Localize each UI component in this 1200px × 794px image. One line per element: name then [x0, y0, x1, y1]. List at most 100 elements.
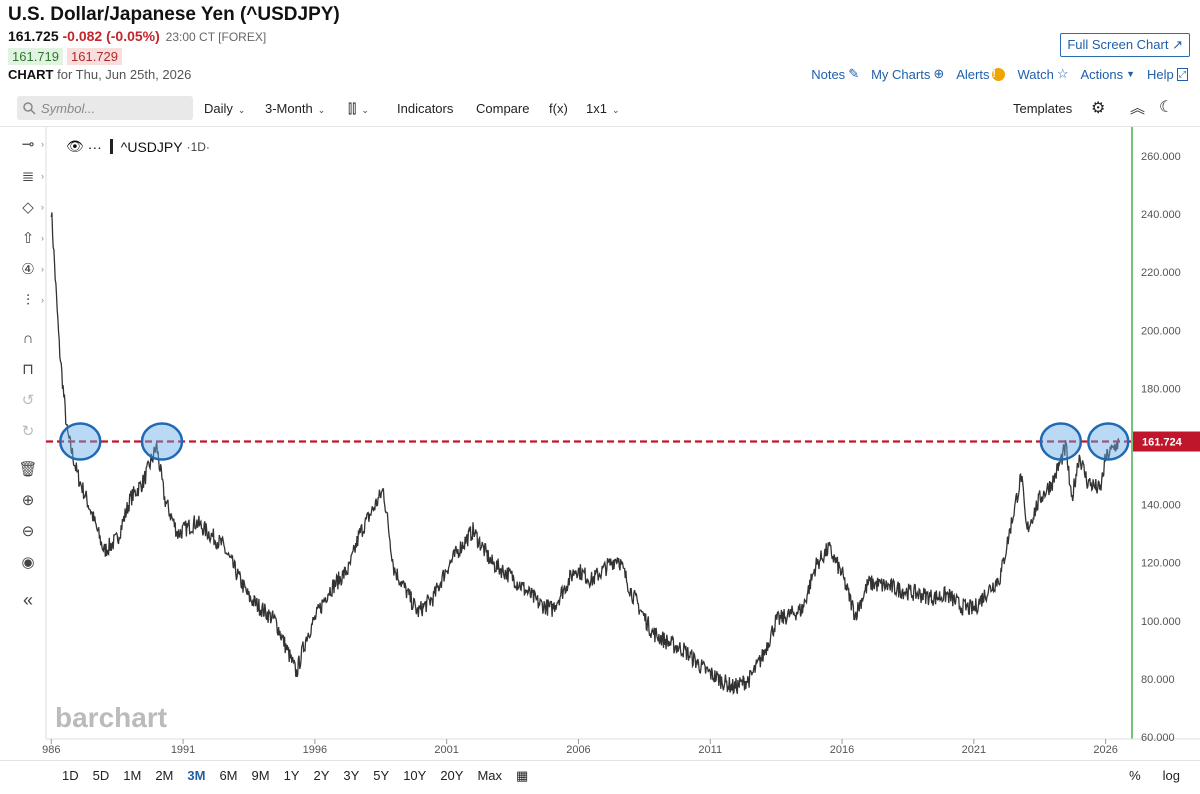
price-chart[interactable]: barchart 260.000 240.000 220.000 200.000 180.… — [0, 127, 1200, 760]
candlestick-icon: ⫿⫿ — [348, 101, 357, 116]
period-5d[interactable]: 5D — [92, 768, 110, 783]
layout-dropdown[interactable]: 1x1 ⌄ — [586, 101, 620, 116]
notes-link[interactable]: Notes ✎ — [811, 66, 859, 82]
arrow-tool-icon[interactable]: ⇧ › — [21, 230, 44, 247]
x-tick-label: 1996 — [303, 744, 327, 756]
x-tick-label: 2006 — [566, 744, 590, 756]
layout-label: 1x1 — [586, 101, 607, 116]
bottom-divider — [0, 760, 1200, 761]
trash-icon[interactable]: 🗑 — [18, 461, 38, 478]
magnet-icon[interactable]: ∩ — [22, 329, 34, 347]
range-dropdown[interactable]: 3-Month ⌄ — [265, 101, 325, 116]
period-9m[interactable]: 9M — [251, 768, 270, 783]
plus-circle-icon: ⊕ — [933, 66, 945, 81]
actions-menu[interactable]: Actions ▼ — [1080, 67, 1135, 82]
y-tick-label: 60.000 — [1141, 732, 1175, 744]
log-toggle[interactable]: log — [1162, 768, 1180, 783]
chevron-down-icon: ⌄ — [317, 105, 326, 115]
zoom-in-icon[interactable]: ⊕ — [21, 492, 35, 509]
period-1y[interactable]: 1Y — [283, 768, 300, 783]
moon-icon[interactable]: ☾ — [1159, 99, 1174, 116]
chart-type-dropdown[interactable]: ⫿⫿ ⌄ — [348, 101, 369, 117]
legend-interval: ·1D· — [186, 139, 210, 154]
range-label: 3-Month — [265, 101, 313, 116]
pattern-tool-icon[interactable]: ⫶ › — [26, 291, 44, 309]
y-tick-label: 240.000 — [1141, 209, 1181, 221]
top-links: Notes ✎ My Charts ⊕ Alerts! Watch ☆ Actions… — [811, 66, 1188, 82]
more-dots-icon[interactable]: ··· — [87, 138, 102, 155]
y-tick-label: 260.000 — [1141, 151, 1181, 163]
bid-ask: 161.719 161.729 — [8, 48, 122, 65]
period-1d[interactable]: 1D — [62, 768, 79, 783]
chevron-down-icon: ⌄ — [361, 105, 369, 115]
fibonacci-tool-icon[interactable]: ≣ › — [21, 168, 44, 185]
redo-icon[interactable]: ↻ — [21, 423, 35, 440]
period-max[interactable]: Max — [477, 768, 503, 783]
collapse-left-icon[interactable]: « — [22, 589, 33, 610]
function-button[interactable]: f(x) — [549, 101, 568, 116]
last-price: 161.725 — [8, 28, 59, 44]
highlight-circle — [140, 422, 184, 461]
highlight-circle — [1039, 422, 1083, 461]
period-6m[interactable]: 6M — [219, 768, 238, 783]
symbol-search-input[interactable]: Symbol... — [17, 96, 193, 120]
visibility-eye-icon[interactable]: 👁 — [66, 138, 84, 154]
indicators-button[interactable]: Indicators — [397, 101, 454, 116]
compare-button[interactable]: Compare — [476, 101, 530, 116]
highlight-circle — [1087, 422, 1130, 461]
chevron-up-icon[interactable]: ︽ — [1130, 100, 1146, 117]
y-tick-label: 140.000 — [1141, 500, 1181, 512]
external-arrow-icon: ↗ — [1172, 37, 1183, 52]
alerts-link[interactable]: Alerts! — [956, 67, 1006, 82]
eye-icon[interactable]: ◉ — [21, 554, 35, 571]
period-20y[interactable]: 20Y — [440, 768, 464, 783]
gear-icon[interactable]: ⚙ — [1091, 100, 1106, 117]
actions-label: Actions — [1080, 66, 1124, 82]
x-tick-label: 1991 — [171, 744, 195, 756]
series-color-swatch — [109, 139, 113, 154]
legend-symbol: ^USDJPY — [120, 138, 183, 155]
highlight-circle — [59, 422, 102, 461]
period-3m[interactable]: 3M — [187, 768, 206, 783]
templates-button[interactable]: Templates — [1013, 101, 1073, 116]
counter-tool-icon[interactable]: ④ › — [21, 261, 44, 278]
full-screen-chart-button[interactable]: Full Screen Chart ↗ — [1060, 33, 1190, 57]
undo-icon[interactable]: ↺ — [21, 392, 35, 409]
alert-icon: ! — [992, 67, 1006, 81]
help-link[interactable]: Help ⤢ — [1147, 67, 1188, 82]
y-tick-label: 220.000 — [1141, 267, 1181, 279]
my-charts-link[interactable]: My Charts ⊕ — [871, 66, 944, 82]
star-icon: ☆ — [1056, 66, 1069, 81]
line-tool-icon[interactable]: ⊸ › — [21, 136, 44, 153]
ask-price: 161.729 — [67, 48, 122, 65]
zoom-out-icon[interactable]: ⊖ — [21, 523, 35, 540]
period-1m[interactable]: 1M — [123, 768, 142, 783]
chart-date-line: CHART for Thu, Jun 25th, 2026 — [8, 67, 191, 82]
expand-icon: ⤢ — [1176, 67, 1188, 81]
shape-tool-icon[interactable]: ◇ › — [22, 199, 44, 216]
y-tick-label: 80.000 — [1141, 674, 1175, 686]
x-tick-label: 986 — [42, 744, 60, 756]
x-tick-label: 2011 — [698, 744, 722, 756]
period-5y[interactable]: 5Y — [373, 768, 390, 783]
chevron-down-icon: ⌄ — [611, 105, 620, 115]
period-10y[interactable]: 10Y — [403, 768, 427, 783]
chart-legend: 👁 ··· ^USDJPY ·1D· — [66, 138, 210, 155]
calendar-icon[interactable]: ▦ — [516, 768, 529, 783]
watch-link[interactable]: Watch ☆ — [1017, 66, 1068, 82]
period-2m[interactable]: 2M — [155, 768, 174, 783]
barchart-watermark: barchart — [55, 702, 167, 733]
scale-options: % log — [1129, 768, 1180, 783]
unlock-icon[interactable]: ⊓ — [22, 361, 34, 378]
interval-dropdown[interactable]: Daily ⌄ — [204, 101, 245, 116]
interval-label: Daily — [204, 101, 233, 116]
period-3y[interactable]: 3Y — [343, 768, 360, 783]
y-tick-label: 120.000 — [1141, 558, 1181, 570]
last-price-tag — [1133, 431, 1200, 452]
percent-toggle[interactable]: % — [1129, 768, 1141, 783]
period-2y[interactable]: 2Y — [313, 768, 330, 783]
bid-price: 161.719 — [8, 48, 63, 65]
quote-time: 23:00 CT [FOREX] — [165, 30, 267, 44]
my-charts-label: My Charts — [871, 66, 931, 82]
full-screen-label: Full Screen Chart — [1067, 37, 1169, 52]
